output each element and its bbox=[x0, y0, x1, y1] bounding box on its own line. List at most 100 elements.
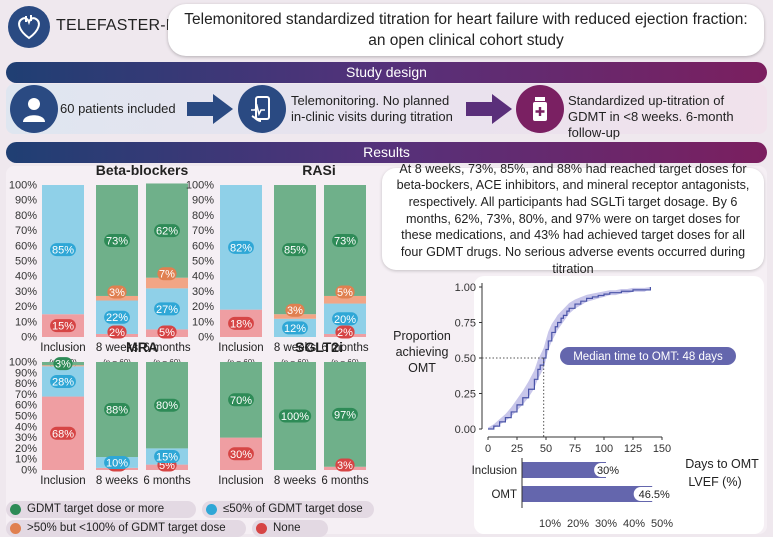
data-label-pill bbox=[107, 285, 127, 299]
data-label: 3% bbox=[287, 305, 303, 317]
km-curve bbox=[488, 287, 651, 430]
data-label-pill bbox=[107, 325, 127, 339]
y-tick-label: 100% bbox=[186, 180, 214, 192]
page-title: Telemonitored standardized titration for… bbox=[168, 4, 764, 56]
data-label: 5% bbox=[337, 287, 353, 299]
data-label-pill bbox=[335, 458, 355, 472]
y-tick-label: 10% bbox=[15, 454, 37, 466]
study-brand: TELEFASTER-HF bbox=[56, 17, 188, 34]
y-tick-label: 40% bbox=[192, 271, 214, 283]
x-tick-label: 6 months bbox=[321, 342, 369, 354]
y-tick-label: 60% bbox=[15, 400, 37, 412]
data-label: 22% bbox=[106, 312, 128, 324]
data-label: 88% bbox=[106, 405, 128, 417]
data-label: 10% bbox=[106, 457, 128, 469]
y-tick-label: 100% bbox=[9, 180, 37, 192]
lvef-x-tick-label: 40% bbox=[623, 518, 645, 530]
person-icon bbox=[10, 85, 58, 133]
data-label: 15% bbox=[156, 452, 178, 464]
lvef-x-tick-label: 20% bbox=[567, 518, 589, 530]
data-label: 70% bbox=[230, 395, 252, 407]
x-tick-label: 8 weeks bbox=[96, 342, 138, 354]
y-tick-label: 60% bbox=[192, 240, 214, 252]
study-design-banner: Study design bbox=[6, 62, 767, 83]
lvef-x-tick-label: 30% bbox=[595, 518, 617, 530]
data-label-pill bbox=[104, 455, 130, 469]
y-tick-label: 50% bbox=[15, 411, 37, 423]
data-label-pill bbox=[332, 407, 358, 421]
lvef-label-pill bbox=[594, 463, 622, 477]
km-x-tick-label: 125 bbox=[624, 443, 642, 455]
km-annotation: Median time to OMT: 48 days bbox=[573, 351, 723, 363]
legend-label: GDMT target dose or more bbox=[27, 503, 165, 515]
arrow-right-icon bbox=[187, 94, 233, 129]
km-xlabel: Days to OMT bbox=[685, 457, 759, 471]
km-ylabel: OMT bbox=[408, 361, 436, 375]
y-tick-label: 100% bbox=[9, 357, 37, 369]
y-tick-label: 30% bbox=[15, 286, 37, 298]
data-label: 12% bbox=[284, 323, 306, 335]
data-label-pill bbox=[104, 403, 130, 417]
data-label: 97% bbox=[334, 409, 356, 421]
data-label-pill bbox=[154, 450, 180, 463]
data-label-pill bbox=[285, 303, 305, 317]
data-label-pill bbox=[228, 316, 254, 330]
y-tick-label: 20% bbox=[15, 301, 37, 313]
x-tick-label: Inclusion bbox=[40, 342, 85, 354]
y-tick-label: 10% bbox=[15, 316, 37, 328]
y-tick-label: 50% bbox=[192, 256, 214, 268]
data-label-pill bbox=[282, 243, 308, 257]
km-ylabel: Proportion bbox=[393, 329, 451, 343]
lvef-x-tick-label: 50% bbox=[651, 518, 673, 530]
results-summary-text: At 8 weeks, 73%, 85%, and 88% had reache… bbox=[396, 161, 750, 276]
data-label-pill bbox=[157, 267, 177, 281]
km-y-tick-label: 0.00 bbox=[455, 424, 476, 436]
km-y-tick-label: 1.00 bbox=[455, 282, 476, 294]
legend-item-gt50: >50% but <100% of GDMT target dose bbox=[6, 520, 246, 537]
data-label: 82% bbox=[230, 242, 252, 254]
y-tick-label: 0% bbox=[21, 332, 37, 344]
chart-title: Beta-blockers bbox=[96, 162, 189, 178]
data-label: 73% bbox=[106, 235, 128, 247]
legend-item-le50: ≤50% of GDMT target dose bbox=[202, 501, 374, 518]
bar-segment bbox=[324, 295, 366, 304]
y-tick-label: 70% bbox=[15, 225, 37, 237]
y-tick-label: 40% bbox=[15, 271, 37, 283]
bar-segment bbox=[146, 277, 188, 289]
x-tick-label: 6 months bbox=[143, 475, 191, 487]
x-tick-label: 8 weeks bbox=[96, 475, 138, 487]
chart-title: RASi bbox=[302, 162, 335, 178]
y-tick-label: 90% bbox=[15, 195, 37, 207]
data-label: 73% bbox=[334, 235, 356, 247]
x-tick-label: 8 weeks bbox=[274, 475, 316, 487]
design-step-1-text: 60 patients included bbox=[60, 101, 176, 116]
lvef-bar bbox=[522, 462, 606, 478]
legend-item-target: GDMT target dose or more bbox=[6, 501, 196, 518]
y-tick-label: 80% bbox=[15, 210, 37, 222]
data-label-pill bbox=[154, 224, 180, 238]
km-annotation-pill bbox=[560, 347, 736, 365]
data-label: 28% bbox=[52, 376, 74, 388]
legend-label: ≤50% of GDMT target dose bbox=[223, 503, 363, 515]
medication-bottle-icon bbox=[516, 85, 564, 133]
data-label-pill bbox=[332, 233, 358, 247]
data-label: 27% bbox=[156, 304, 178, 316]
data-label: 3% bbox=[337, 460, 353, 472]
lvef-value-label: 30% bbox=[597, 465, 619, 477]
lvef-label-pill bbox=[633, 487, 675, 501]
data-label-pill bbox=[157, 325, 177, 339]
km-y-tick-label: 0.50 bbox=[455, 353, 476, 365]
data-label-pill bbox=[50, 243, 76, 257]
x-tick-label: Inclusion bbox=[218, 475, 263, 487]
km-y-tick-label: 0.75 bbox=[455, 318, 476, 330]
data-label: 15% bbox=[52, 321, 74, 333]
results-banner: Results bbox=[6, 142, 767, 163]
data-label: 85% bbox=[52, 245, 74, 257]
data-label: 80% bbox=[156, 400, 178, 412]
km-x-tick-label: 100 bbox=[595, 443, 613, 455]
legend-label: None bbox=[273, 522, 301, 534]
y-tick-label: 90% bbox=[192, 195, 214, 207]
data-label-pill bbox=[104, 310, 130, 324]
data-label-pill bbox=[278, 409, 312, 423]
data-label: 30% bbox=[230, 449, 252, 461]
